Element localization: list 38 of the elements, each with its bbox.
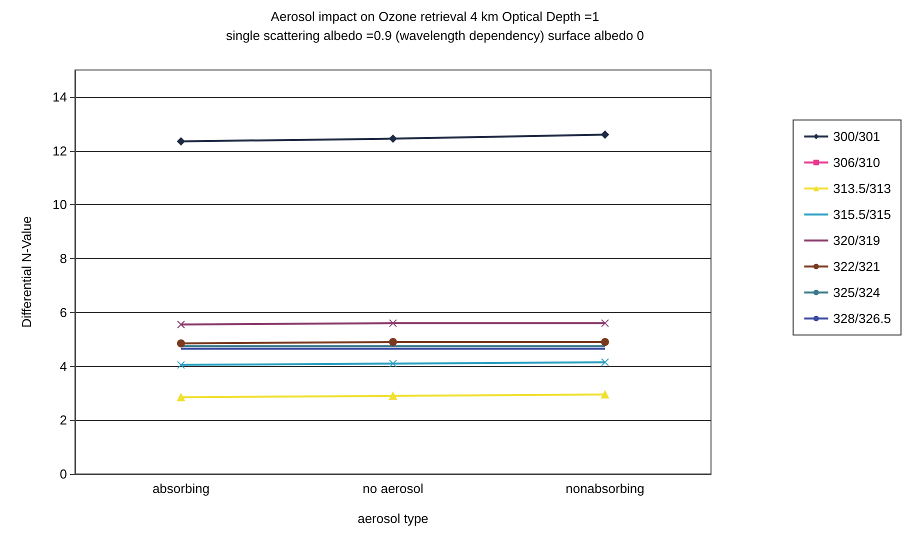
y-tick-label: 12: [52, 143, 67, 158]
point: [389, 134, 397, 143]
point: [389, 360, 397, 368]
x-axis-title: aerosol type: [358, 511, 428, 526]
point: [177, 339, 185, 348]
legend-label: 322/321: [833, 259, 880, 274]
point: [389, 392, 397, 400]
y-tick-label: 14: [52, 89, 67, 104]
y-tick-label: 6: [60, 304, 67, 320]
y-tick-label: 2: [60, 412, 67, 428]
x-tick-label: absorbing: [152, 481, 210, 496]
y-tick-label: 10: [52, 197, 67, 212]
x-tick-label: no aerosol: [362, 481, 424, 496]
point: [601, 390, 609, 399]
legend-label: 315.5/315: [833, 207, 892, 222]
point: [389, 319, 397, 328]
point: [389, 338, 397, 346]
legend-label: 328/326.5: [833, 311, 892, 326]
chart-title: Aerosol impact on Ozone retrieval 4 km Optical Depth =1: [270, 9, 600, 24]
point: [601, 319, 609, 328]
chart-subtitle: single scattering albedo =0.9 (wavelength dependency) surface albedo 0: [226, 28, 644, 43]
point: [177, 393, 185, 402]
y-tick-label: 8: [60, 251, 67, 266]
x-tick-label: nonabsorbing: [566, 481, 644, 496]
legend-label: 320/319: [833, 233, 880, 248]
point: [601, 358, 609, 366]
legend-label: 306/310: [833, 155, 880, 170]
point: [177, 137, 185, 146]
legend-label: 300/301: [833, 129, 880, 144]
legend-label: 313.5/313: [833, 181, 892, 196]
point: [177, 320, 185, 329]
y-tick-label: 0: [60, 466, 67, 482]
legend-label: 325/324: [833, 285, 880, 300]
y-tick-label: 4: [60, 358, 67, 374]
y-axis-title: Differential N-Value: [19, 216, 34, 328]
point: [601, 130, 609, 139]
point: [601, 338, 609, 346]
point: [177, 360, 185, 369]
